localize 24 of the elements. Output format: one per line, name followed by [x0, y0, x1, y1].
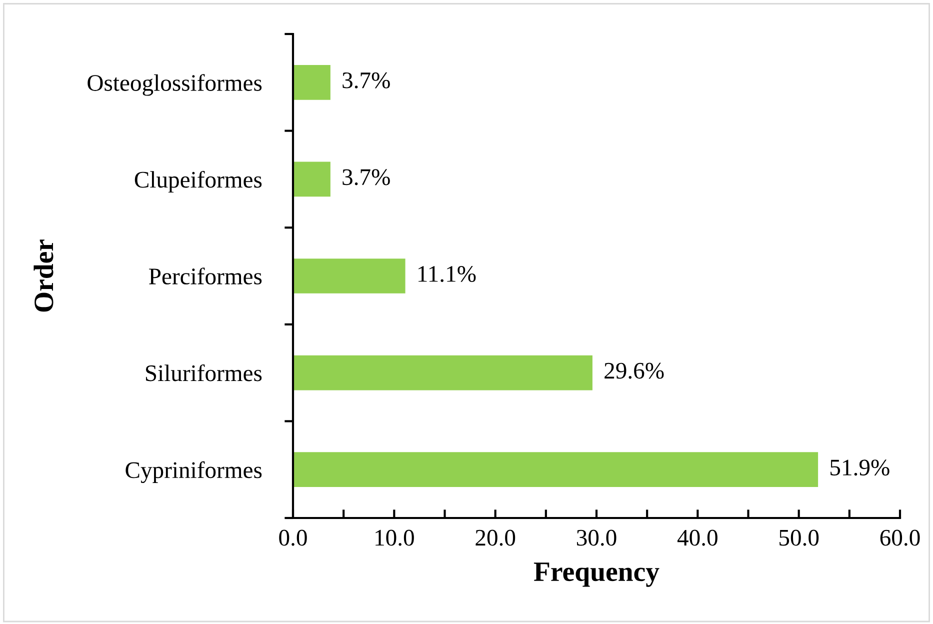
x-axis-title: Frequency [534, 562, 660, 587]
bar [293, 258, 406, 294]
y-tick-label: Siluriformes [146, 364, 262, 382]
x-tick-label: 0.0 [279, 530, 307, 546]
x-tick-label: 60.0 [880, 530, 920, 546]
y-axis-title: Order [34, 240, 54, 312]
bar [293, 162, 330, 197]
y-tick-label: Osteoglossiformes [88, 74, 262, 96]
data-label: 11.1% [418, 266, 476, 282]
data-label: 29.6% [604, 362, 664, 379]
x-tick-label: 10.0 [376, 530, 414, 546]
y-tick-label: Cypriniformes [126, 461, 262, 484]
y-tick-label: Perciformes [149, 268, 262, 284]
bar [293, 64, 330, 100]
data-label: 3.7% [342, 169, 390, 186]
x-tick-label: 20.0 [476, 530, 516, 546]
bar [293, 355, 592, 390]
y-tick-label: Clupeiformes [134, 170, 262, 193]
data-label: 51.9% [830, 460, 890, 476]
bar [293, 452, 818, 488]
x-tick-label: 50.0 [780, 530, 819, 546]
data-label: 3.7% [342, 72, 390, 88]
x-tick-label: 30.0 [576, 530, 616, 546]
x-tick-label: 40.0 [677, 530, 718, 546]
